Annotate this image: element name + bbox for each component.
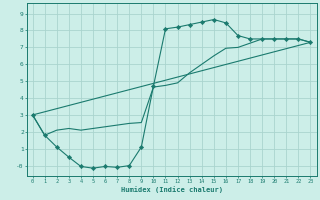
X-axis label: Humidex (Indice chaleur): Humidex (Indice chaleur)	[121, 186, 222, 193]
